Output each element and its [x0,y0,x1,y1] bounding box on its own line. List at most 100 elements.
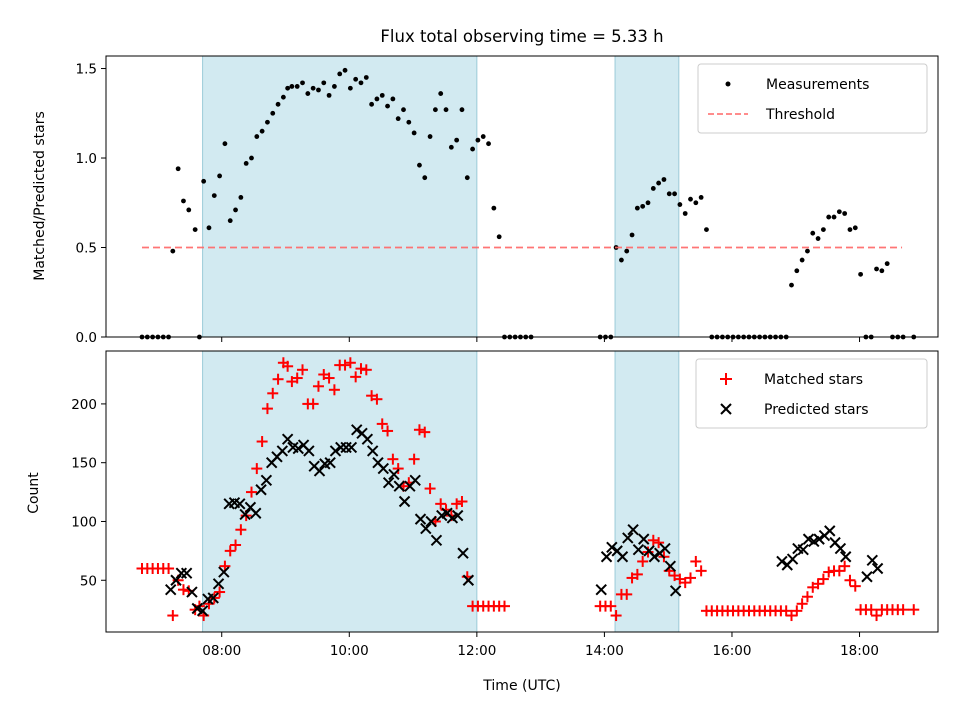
matched-star-point [839,560,851,572]
measurement-point [815,236,821,241]
matched-star-point [360,364,372,376]
predicted-star-point [303,445,315,457]
measurement-point [369,101,375,107]
matched-star-point [812,578,824,590]
matched-star-point [267,387,279,399]
matched-star-point [690,555,702,567]
predicted-star-point [361,433,374,445]
measurement-point [321,80,327,86]
top-y-tick-label: 1.0 [76,151,97,167]
predicted-star-point [452,509,464,522]
matched-star-point [605,600,617,612]
measurement-point [305,91,311,96]
matched-star-point [419,426,431,438]
top-axes-frame [105,55,939,338]
bottom-legend-box [695,358,928,429]
measurement-point [300,80,305,86]
measurement-point [417,162,422,168]
predicted-star-point [388,468,400,481]
measurement-point [395,116,401,122]
x-tick-label: 18:00 [840,643,879,659]
bottom-y-tick-label: 150 [71,456,97,472]
bottom-shaded-interval [614,350,680,633]
measurement-point [852,225,858,231]
measurement-point [201,178,207,184]
legend-marker-predicted [720,403,732,415]
measurement-point [619,257,624,263]
x-tick-label: 08:00 [202,643,241,659]
matched-star-point [392,463,404,475]
matched-star-point [272,373,284,385]
predicted-star-point [345,441,358,454]
legend-marker-measurements [725,81,731,87]
predicted-star-point [659,542,671,555]
measurement-point [432,107,438,113]
matched-star-point [908,604,920,616]
predicted-star-point [627,524,639,536]
measurement-point [704,227,709,233]
measurement-point [794,268,800,274]
predicted-star-point [457,547,469,559]
measurement-point [427,134,433,139]
predicted-star-point [420,522,432,535]
measurement-point [666,191,672,197]
matched-star-point [344,357,356,369]
bottom-axes-frame [105,350,939,633]
predicted-star-point [616,551,629,563]
matched-star-point [167,610,179,622]
matched-star-point [261,403,273,415]
x-tick-label: 14:00 [585,643,624,659]
measurement-point [624,248,630,254]
predicted-star-point [196,605,209,617]
predicted-star-point [393,480,405,492]
measurement-point [842,211,848,216]
matched-star-point [323,372,335,384]
measurement-point [227,218,233,224]
measurement-point [464,175,470,181]
measurement-point [363,75,369,80]
predicted-star-point [606,541,618,554]
bottom-y-tick-label: 50 [80,573,97,589]
matched-star-point [291,372,303,384]
measurement-point [789,282,794,288]
predicted-star-point [276,445,289,457]
matched-star-point [251,463,263,475]
measurement-point [342,67,348,73]
measurement-point [688,196,693,202]
matched-star-point [282,360,294,372]
matched-star-point [695,565,707,577]
predicted-star-point [234,498,246,510]
measurement-point [347,85,353,91]
matched-star-point [647,534,659,546]
matched-star-point [408,453,420,465]
legend-label-threshold: Threshold [765,107,835,123]
matched-star-point [307,398,319,410]
measurement-point [259,128,265,134]
predicted-star-point [871,562,884,575]
top-y-axis-label: Matched/Predicted stars [32,111,48,281]
measurement-point [170,248,176,254]
matched-star-point [245,486,257,498]
matched-star-point [382,425,394,437]
predicted-star-point [797,543,809,556]
predicted-star-point [622,532,634,544]
predicted-star-point [425,515,437,528]
measurement-point [358,80,364,86]
measurement-point [337,71,343,77]
measurement-point [192,227,198,233]
top-y-tick-label: 1.5 [76,62,97,78]
top-shaded-interval [614,55,680,338]
top-y-tick-label: 0.5 [76,241,97,257]
predicted-star-point [824,525,836,537]
measurement-point [206,225,212,231]
predicted-star-point [180,567,193,579]
predicted-star-point [600,551,613,563]
measurement-point [629,232,635,238]
matched-star-point [163,563,175,575]
predicted-star-point [866,554,878,566]
matched-star-point [780,605,792,617]
measurement-point [249,155,254,161]
measurement-point [672,191,677,197]
legend-marker-matched [720,373,732,385]
